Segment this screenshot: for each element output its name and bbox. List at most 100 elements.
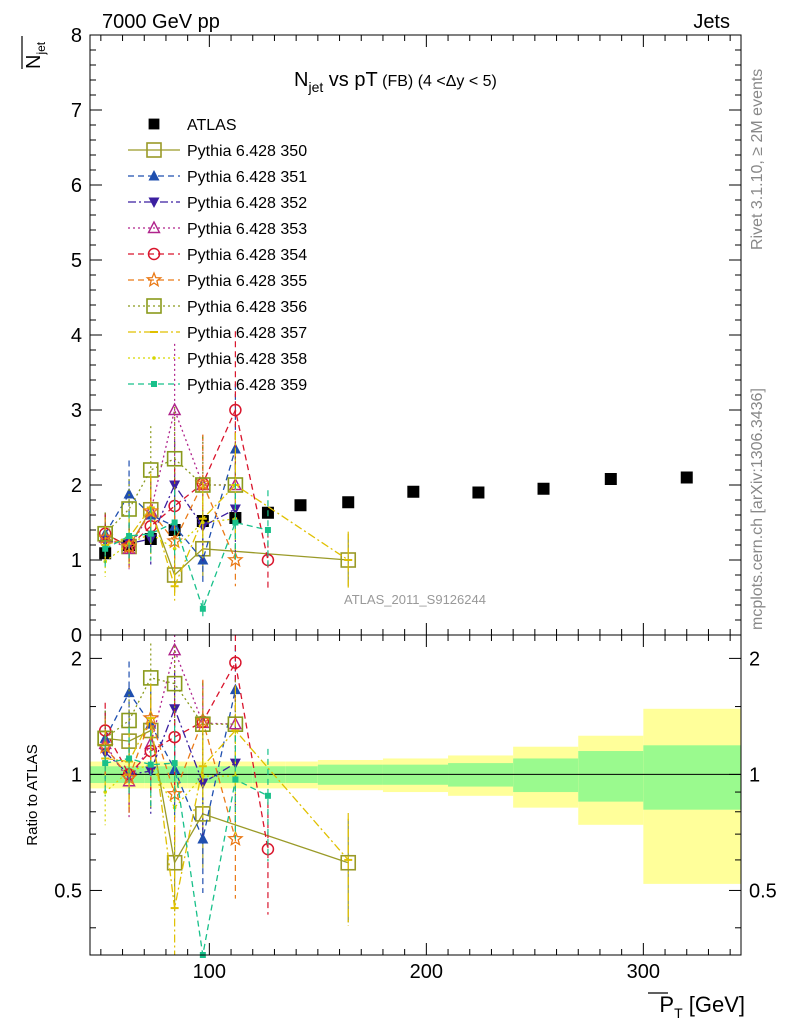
series-line: [105, 729, 349, 865]
data-point: [147, 530, 154, 537]
data-point: [229, 656, 242, 669]
data-point: [145, 271, 163, 288]
legend-item: Pythia 6.428 356: [128, 298, 307, 316]
inner-band: [643, 745, 741, 810]
series-line: [104, 716, 237, 840]
y-tick-label-right: 0.5: [749, 880, 777, 902]
data-point: [171, 760, 178, 767]
data-point: [680, 471, 693, 484]
series-line: [104, 763, 236, 809]
legend-label: Pythia 6.428 355: [187, 273, 307, 290]
y-tick-label: 7: [71, 100, 82, 122]
legend-label: Pythia 6.428 351: [187, 169, 307, 186]
data-point: [232, 519, 239, 526]
legend-item: Pythia 6.428 350: [128, 142, 307, 160]
data-point: [228, 716, 243, 730]
data-point: [102, 545, 109, 552]
legend-item: Pythia 6.428 359: [128, 377, 307, 394]
lower-axes: 100 200 300 0.5 0.5 1 1 2 2: [54, 635, 777, 983]
y-tick-label: 5: [71, 250, 82, 272]
plot-title: Njet vs pT (FB) (4 <Δy < 5): [294, 69, 497, 95]
data-point: [342, 496, 355, 509]
data-point: [166, 450, 183, 467]
legend-label: Pythia 6.428 354: [187, 247, 307, 264]
data-point: [537, 482, 550, 495]
data-point: [146, 142, 162, 158]
data-point: [197, 778, 209, 790]
data-point: [126, 755, 133, 762]
series-line: [104, 518, 236, 563]
upper-axes: 0 1 2 3 4 5 6 7 8: [71, 25, 741, 647]
data-point: [169, 480, 181, 491]
legend-item: Pythia 6.428 357: [128, 325, 307, 342]
legend-item: Pythia 6.428 353: [128, 220, 307, 238]
legend-label: Pythia 6.428 359: [187, 377, 307, 394]
data-point: [229, 403, 242, 417]
data-point: [604, 473, 617, 485]
data-point: [264, 527, 271, 533]
data-point: [171, 519, 178, 526]
y-tick-label: 0: [71, 625, 82, 647]
legend-label: ATLAS: [187, 117, 237, 134]
x-label-unit: [GeV]: [683, 992, 745, 1017]
y-tick-label: 4: [71, 325, 82, 347]
y-tick-label: 1: [71, 764, 82, 786]
data-point: [167, 402, 182, 416]
rivet-version-label: Rivet 3.1.10, ≥ 2M events: [749, 69, 766, 250]
title-small: (FB): [378, 73, 414, 90]
data-point: [151, 381, 157, 387]
data-point: [142, 502, 160, 519]
data-point: [123, 686, 135, 698]
y-tick-label: 3: [71, 400, 82, 422]
title-rest: vs pT: [323, 69, 377, 91]
svg-text:PT [GeV]: PT [GeV]: [659, 992, 745, 1021]
data-point: [201, 774, 205, 778]
data-point: [472, 486, 485, 499]
series-pythia-6-428-359: [102, 483, 271, 618]
data-point: [197, 832, 209, 844]
data-point: [407, 485, 420, 498]
data-point: [103, 790, 107, 794]
inner-band: [578, 751, 644, 802]
header-right: Jets: [693, 11, 730, 33]
series-line: [104, 407, 269, 561]
svg-text:Njet: Njet: [23, 41, 48, 69]
upper-y-label: Njet: [21, 36, 48, 69]
y-tick-label: 2: [71, 648, 82, 670]
legend-item: Pythia 6.428 358: [128, 351, 307, 368]
y-tick-label: 1: [71, 550, 82, 572]
data-point: [126, 533, 133, 539]
header-left: 7000 GeV pp: [102, 11, 220, 33]
inner-band: [513, 758, 579, 793]
data-point: [264, 792, 271, 799]
y-tick-label: 2: [71, 475, 82, 497]
legend-label: Pythia 6.428 358: [187, 351, 307, 368]
data-point: [172, 546, 177, 551]
data-point: [147, 220, 161, 234]
y-label-main: N: [23, 55, 45, 69]
x-label-sub: T: [674, 1005, 683, 1021]
x-tick-label: 300: [627, 961, 660, 983]
data-point: [167, 642, 182, 656]
uncertainty-bands: [90, 708, 741, 884]
legend-label: Pythia 6.428 356: [187, 299, 307, 316]
data-point: [166, 675, 183, 692]
data-point: [232, 776, 239, 783]
y-tick-label: 0.5: [54, 880, 82, 902]
data-point: [152, 356, 156, 360]
data-point: [123, 488, 135, 499]
data-point: [102, 760, 109, 767]
series-line: [104, 689, 237, 842]
data-point: [226, 551, 244, 568]
data-point: [147, 247, 161, 261]
x-tick-label: 200: [410, 961, 443, 983]
legend-item: Pythia 6.428 352: [128, 195, 307, 212]
lower-series-layer: [96, 635, 357, 958]
legend-label: Pythia 6.428 353: [187, 221, 307, 238]
data-point: [148, 170, 160, 181]
lower-frame: [89, 634, 742, 956]
series-line: [104, 481, 236, 561]
data-point: [148, 118, 160, 130]
legend-item: Pythia 6.428 351: [128, 169, 307, 186]
title-main: N: [294, 69, 308, 91]
